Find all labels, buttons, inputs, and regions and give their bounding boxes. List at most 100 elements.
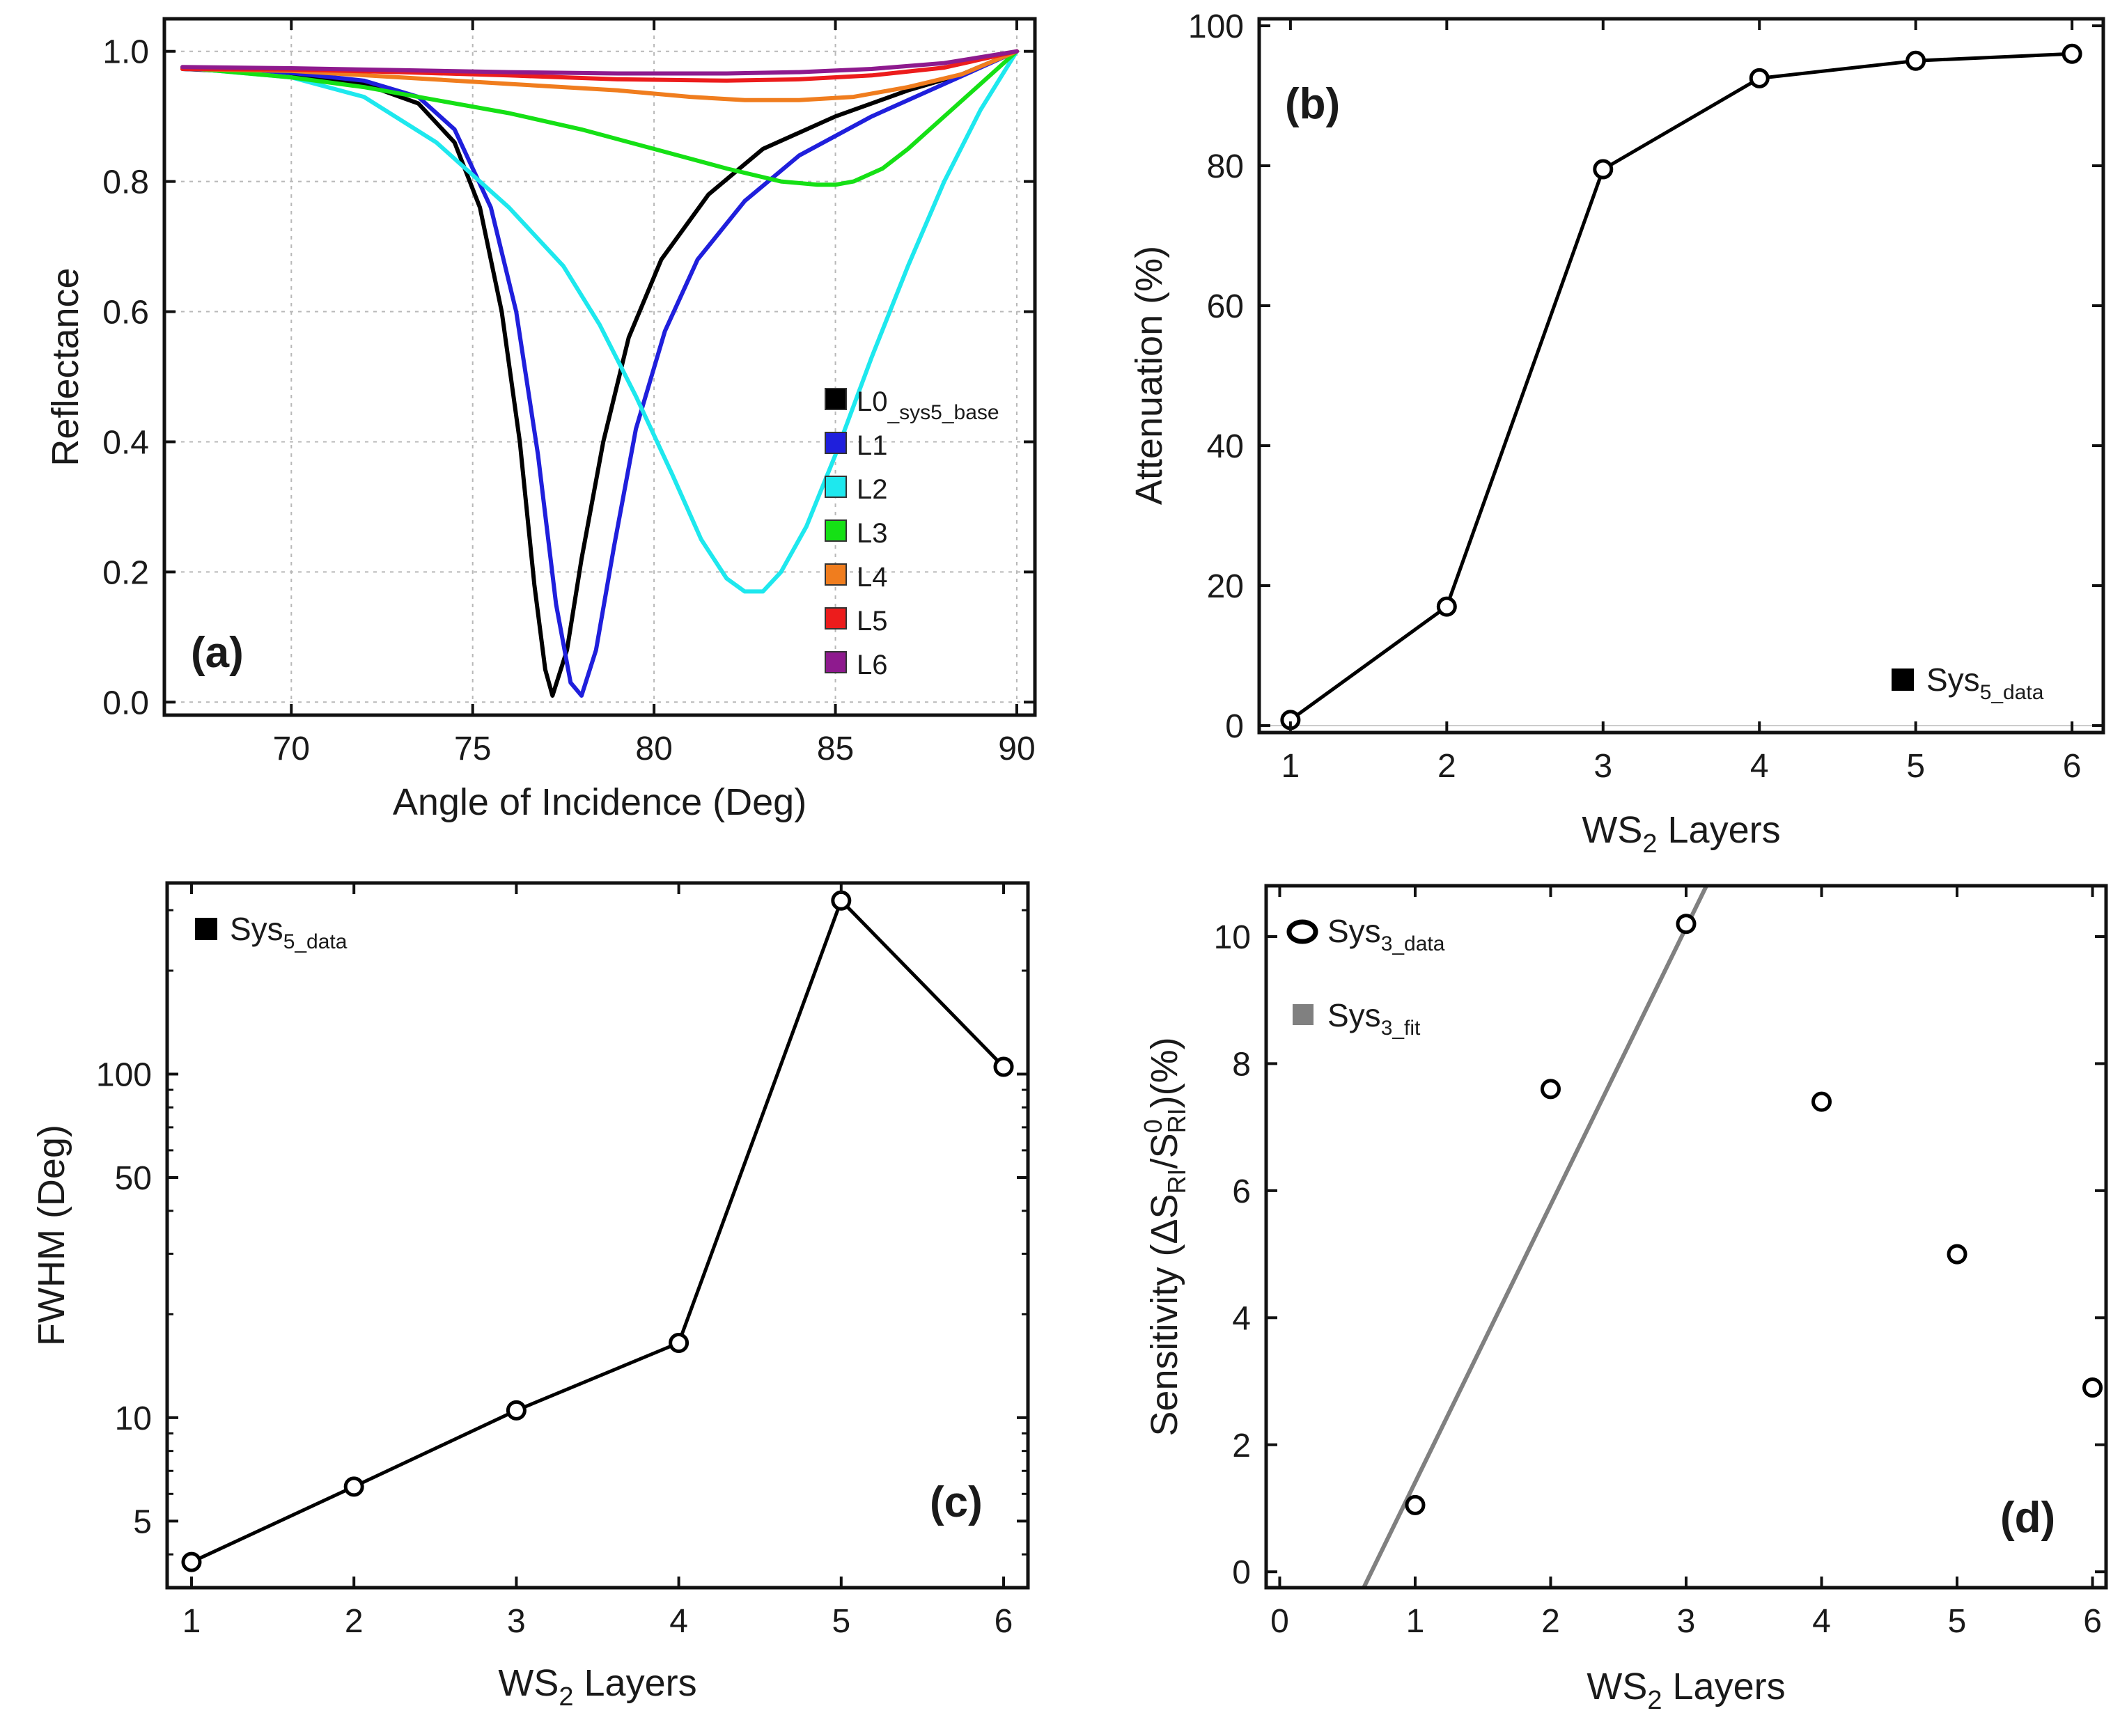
- a-xtick-label: 85: [817, 730, 854, 767]
- a-series-line-l1: [180, 49, 1019, 698]
- a-legend-label-l3: L3: [857, 518, 888, 549]
- d-ylabel-sub1: RI: [1162, 1168, 1191, 1194]
- b-ytick-label: 40: [1207, 428, 1244, 465]
- b-xtick-label: 4: [1750, 748, 1769, 785]
- b-y-axis-title: Attenuation (%): [1128, 246, 1170, 505]
- b-xlabel-sub: 2: [1642, 829, 1657, 859]
- b-xlabel-main: WS: [1582, 809, 1642, 851]
- d-xlabel-sub: 2: [1647, 1686, 1662, 1715]
- b-xtick-label: 5: [1906, 748, 1925, 785]
- c-xtick-label: 4: [669, 1603, 688, 1640]
- d-ylabel-sup: 0: [1139, 1119, 1167, 1133]
- a-xtick-label: 70: [273, 730, 310, 767]
- d-ylabel-mid: /S: [1144, 1133, 1185, 1168]
- c-y-axis-title: FWHM (Deg): [31, 1125, 72, 1346]
- c-data-point: [506, 1400, 527, 1421]
- c-series: [181, 890, 1014, 1572]
- a-xtick-label: 80: [635, 730, 672, 767]
- b-xtick-label: 2: [1437, 748, 1456, 785]
- b-x-axis-title: WS2 Layers: [1582, 809, 1780, 859]
- d-legend-label-data: Sys3_data: [1327, 913, 1445, 955]
- b-ytick-label: 80: [1207, 148, 1244, 185]
- d-panel-label: (d): [2000, 1494, 2055, 1542]
- a-series-lines: [180, 49, 1019, 698]
- a-legend-swatch-l5: [825, 607, 847, 630]
- a-legend-swatch-l0: [825, 388, 847, 410]
- d-legend-swatch-fit: [1293, 1004, 1314, 1025]
- a-series-line-l6: [180, 49, 1019, 76]
- c-x-axis-title: WS2 Layers: [498, 1662, 696, 1712]
- panel-a: 70 75 80 85 90 0.0 0.2 0.4 0.6 0.8 1.0 Angle of In…: [45, 17, 1037, 823]
- a-legend-swatch-l1: [825, 432, 847, 454]
- d-ytick-label: 10: [1214, 919, 1251, 956]
- d-xtick-label: 1: [1406, 1603, 1425, 1640]
- c-data-point: [343, 1476, 364, 1497]
- a-xtick-label: 75: [454, 730, 491, 767]
- d-legend-swatch-data: [1286, 919, 1318, 944]
- d-ticks: 0 1 2 3 4 5 6 0 2 4 6 8 10: [1214, 886, 2106, 1640]
- a-series-line-l4: [180, 49, 1019, 102]
- c-series-line: [189, 898, 1006, 1564]
- a-legend-label-l2: L2: [857, 474, 888, 505]
- c-plot-frame: [165, 881, 1030, 1590]
- d-plot-frame: [1264, 884, 2108, 1590]
- d-data-point: [2082, 1377, 2103, 1398]
- b-ytick-label: 60: [1207, 288, 1244, 325]
- a-series-line-l2: [180, 49, 1019, 594]
- b-data-point: [1436, 596, 1457, 617]
- d-ylabel-prefix: Sensitivity (ΔS: [1144, 1194, 1185, 1436]
- a-plot-frame: [162, 17, 1037, 717]
- d-ytick-label: 2: [1232, 1428, 1251, 1464]
- a-series-line-l0: [180, 49, 1019, 698]
- a-ytick-label: 0.4: [102, 424, 149, 461]
- c-xlabel-sub: 2: [559, 1682, 573, 1712]
- c-xlabel-tail: Layers: [574, 1662, 697, 1704]
- d-y-axis-title: Sensitivity (ΔSRI/S0RI)(%): [1139, 1037, 1191, 1436]
- a-ticks: 70 75 80 85 90 0.0 0.2 0.4 0.6 0.8 1.0: [102, 19, 1036, 767]
- c-ytick-label: 100: [96, 1056, 152, 1093]
- a-legend-label-l4: L4: [857, 562, 888, 593]
- a-ytick-label: 1.0: [102, 34, 149, 71]
- a-legend-label-l1: L1: [857, 430, 888, 461]
- d-fit-line: [1362, 886, 1709, 1588]
- d-xtick-label: 3: [1677, 1603, 1696, 1640]
- c-data-point: [669, 1333, 689, 1354]
- d-data-point: [1947, 1244, 1967, 1265]
- d-xtick-label: 0: [1270, 1603, 1289, 1640]
- c-xlabel-main: WS: [498, 1662, 559, 1704]
- a-series-line-l3: [180, 49, 1019, 187]
- a-x-axis-title: Angle of Incidence (Deg): [393, 781, 806, 823]
- a-xtick-label: 90: [998, 730, 1035, 767]
- c-ytick-label: 10: [115, 1400, 152, 1437]
- b-data-point: [1905, 50, 1926, 71]
- a-gridlines: [164, 19, 1035, 715]
- b-plot-frame: [1257, 17, 2105, 735]
- d-data-point: [1676, 914, 1697, 935]
- c-legend-label: Sys5_data: [230, 911, 348, 953]
- d-x-axis-title: WS2 Layers: [1587, 1666, 1785, 1715]
- c-ytick-label: 5: [133, 1503, 152, 1540]
- d-xtick-label: 6: [2083, 1603, 2102, 1640]
- b-data-point: [1749, 68, 1770, 88]
- d-ytick-label: 4: [1232, 1300, 1251, 1337]
- c-xtick-label: 5: [832, 1603, 850, 1640]
- b-legend: Sys5_data: [1892, 662, 2044, 704]
- a-ytick-label: 0.2: [102, 554, 149, 591]
- b-legend-label: Sys5_data: [1926, 662, 2044, 704]
- d-xlabel-main: WS: [1587, 1666, 1647, 1707]
- c-legend-swatch: [195, 918, 217, 940]
- c-panel-label: (c): [930, 1478, 983, 1526]
- a-legend-label-l5: L5: [857, 606, 888, 636]
- d-ylabel-sub2: RI: [1162, 1108, 1191, 1133]
- d-xtick-label: 2: [1541, 1603, 1560, 1640]
- a-panel-label: (a): [191, 629, 244, 677]
- c-xtick-label: 2: [345, 1603, 364, 1640]
- b-panel-label: (b): [1285, 80, 1340, 128]
- c-legend: Sys5_data: [195, 911, 348, 953]
- c-xtick-label: 3: [507, 1603, 526, 1640]
- a-legend-label-l6: L6: [857, 650, 888, 680]
- d-data-point: [1540, 1079, 1561, 1100]
